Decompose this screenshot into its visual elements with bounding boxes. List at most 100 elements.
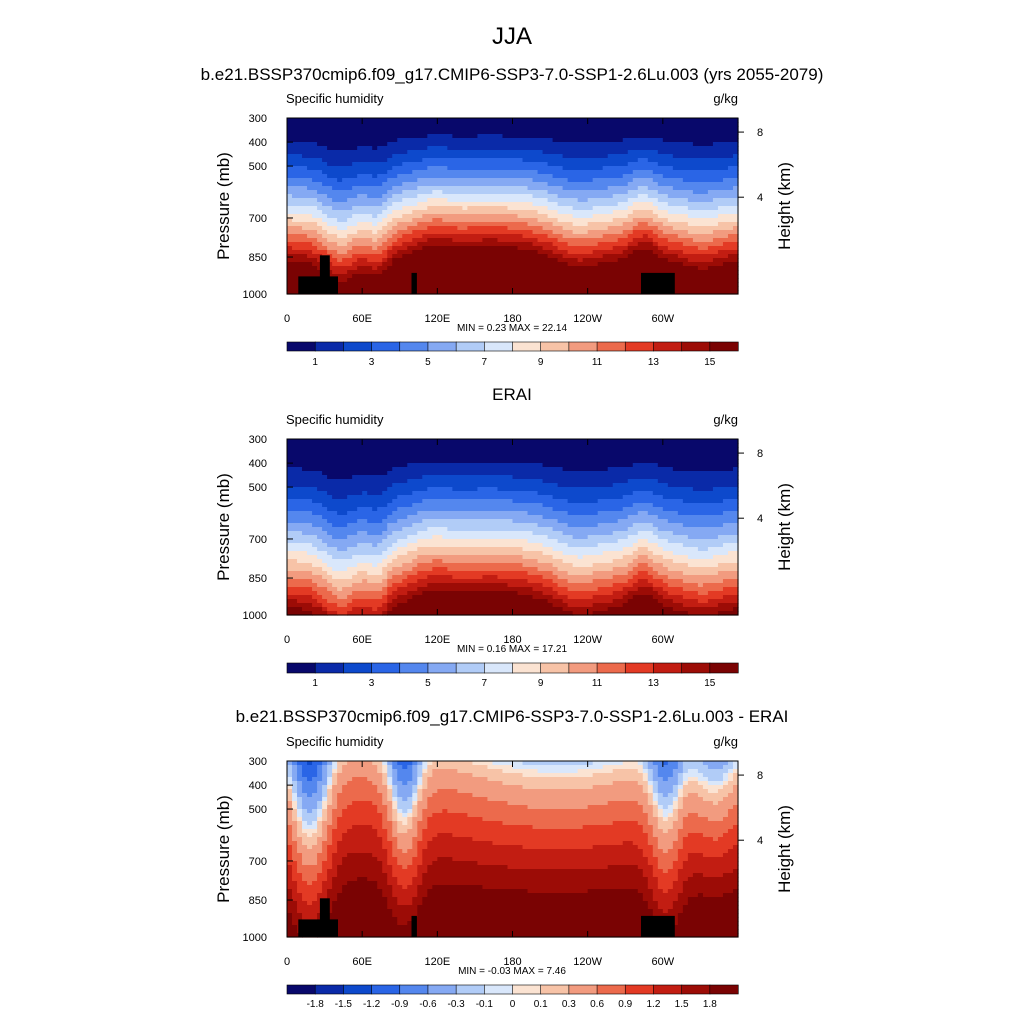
contour-cell <box>622 507 664 512</box>
contour-cell <box>632 567 654 572</box>
contour-cell <box>417 178 534 183</box>
contour-cell <box>417 202 534 207</box>
contour-cell <box>287 829 293 834</box>
contour-cell <box>662 555 689 560</box>
contour-cell <box>417 885 433 890</box>
contour-cell <box>397 837 413 842</box>
contour-cell <box>287 507 328 512</box>
contour-cell <box>292 246 318 251</box>
contour-cell <box>337 781 348 786</box>
contour-cell <box>527 571 554 576</box>
contour-cell <box>662 909 669 914</box>
contour-cell <box>657 765 679 770</box>
contour-cell <box>627 571 639 576</box>
contour-cell <box>637 531 654 536</box>
contour-cell <box>337 587 343 592</box>
contour-cell <box>467 226 509 231</box>
contour-cell <box>287 467 303 472</box>
contour-cell <box>497 487 694 492</box>
contour-cell <box>407 797 413 802</box>
contour-cell <box>342 587 383 592</box>
contour-cell <box>397 809 403 814</box>
y-right-tick-label: 4 <box>757 513 763 525</box>
contour-cell <box>597 242 629 247</box>
contour-cell <box>682 889 734 894</box>
contour-cell <box>657 841 674 846</box>
contour-cell <box>717 611 739 616</box>
contour-cell <box>347 226 383 231</box>
contour-cell <box>722 499 739 504</box>
contour-cell <box>602 166 674 171</box>
contour-cell <box>542 543 569 548</box>
contour-cell <box>322 809 328 814</box>
contour-cell <box>287 238 318 243</box>
contour-cell <box>377 769 383 774</box>
contour-cell <box>287 483 393 488</box>
contour-cell <box>317 591 333 596</box>
contour-cell <box>452 238 484 243</box>
contour-cell <box>387 765 393 770</box>
contour-cell <box>322 869 328 874</box>
contour-cell <box>352 777 368 782</box>
contour-cell <box>447 567 539 572</box>
contour-cell <box>327 869 338 874</box>
contour-cell <box>572 230 589 235</box>
contour-cell <box>302 813 318 818</box>
contour-cell <box>667 793 679 798</box>
contour-cell <box>377 146 428 151</box>
contour-cell <box>422 837 433 842</box>
contour-cell <box>332 877 358 882</box>
contour-cell <box>632 575 654 580</box>
contour-cell <box>327 781 333 786</box>
contour-cell <box>307 793 313 798</box>
contour-cell <box>352 583 388 588</box>
colorbar-swatch <box>653 662 683 674</box>
contour-cell <box>627 234 644 239</box>
contour-cell <box>507 583 544 588</box>
contour-cell <box>632 559 654 564</box>
contour-cell <box>652 801 659 806</box>
contour-cell <box>417 587 534 592</box>
contour-cell <box>327 845 338 850</box>
contour-cell <box>302 781 318 786</box>
contour-cell <box>637 587 654 592</box>
contour-cell <box>327 230 358 235</box>
contour-cell <box>647 905 659 910</box>
contour-cell <box>392 226 408 231</box>
contour-cell <box>407 765 413 770</box>
contour-cell <box>412 785 418 790</box>
contour-cell <box>297 797 303 802</box>
contour-cell <box>397 813 403 818</box>
min-max-stats: MIN = -0.03 MAX = 7.46 <box>458 966 566 977</box>
contour-cell <box>647 769 654 774</box>
contour-cell <box>412 789 418 794</box>
colorbar-label: -1.5 <box>335 999 353 1010</box>
contour-cell <box>552 242 569 247</box>
contour-cell <box>627 162 659 167</box>
contour-cell <box>412 897 423 902</box>
contour-cell <box>387 897 398 902</box>
contour-cell <box>722 523 739 528</box>
contour-cell <box>317 873 328 878</box>
contour-cell <box>387 603 398 608</box>
contour-cell <box>432 837 474 842</box>
contour-cell <box>657 801 674 806</box>
contour-cell <box>522 555 554 560</box>
contour-cell <box>372 801 383 806</box>
contour-cell <box>402 563 418 568</box>
contour-cell <box>332 186 353 191</box>
contour-cell <box>732 805 739 810</box>
contour-cell <box>382 797 388 802</box>
contour-cell <box>657 206 689 211</box>
contour-cell <box>652 893 679 898</box>
contour-cell <box>387 781 393 786</box>
contour-cell <box>292 897 303 902</box>
contour-cell <box>687 258 714 263</box>
contour-cell <box>312 214 328 219</box>
contour-cell <box>332 865 338 870</box>
contour-cell <box>522 547 554 552</box>
contour-cell <box>657 543 684 548</box>
contour-cell <box>287 126 739 131</box>
contour-cell <box>662 889 669 894</box>
colorbar-swatch <box>540 662 570 674</box>
